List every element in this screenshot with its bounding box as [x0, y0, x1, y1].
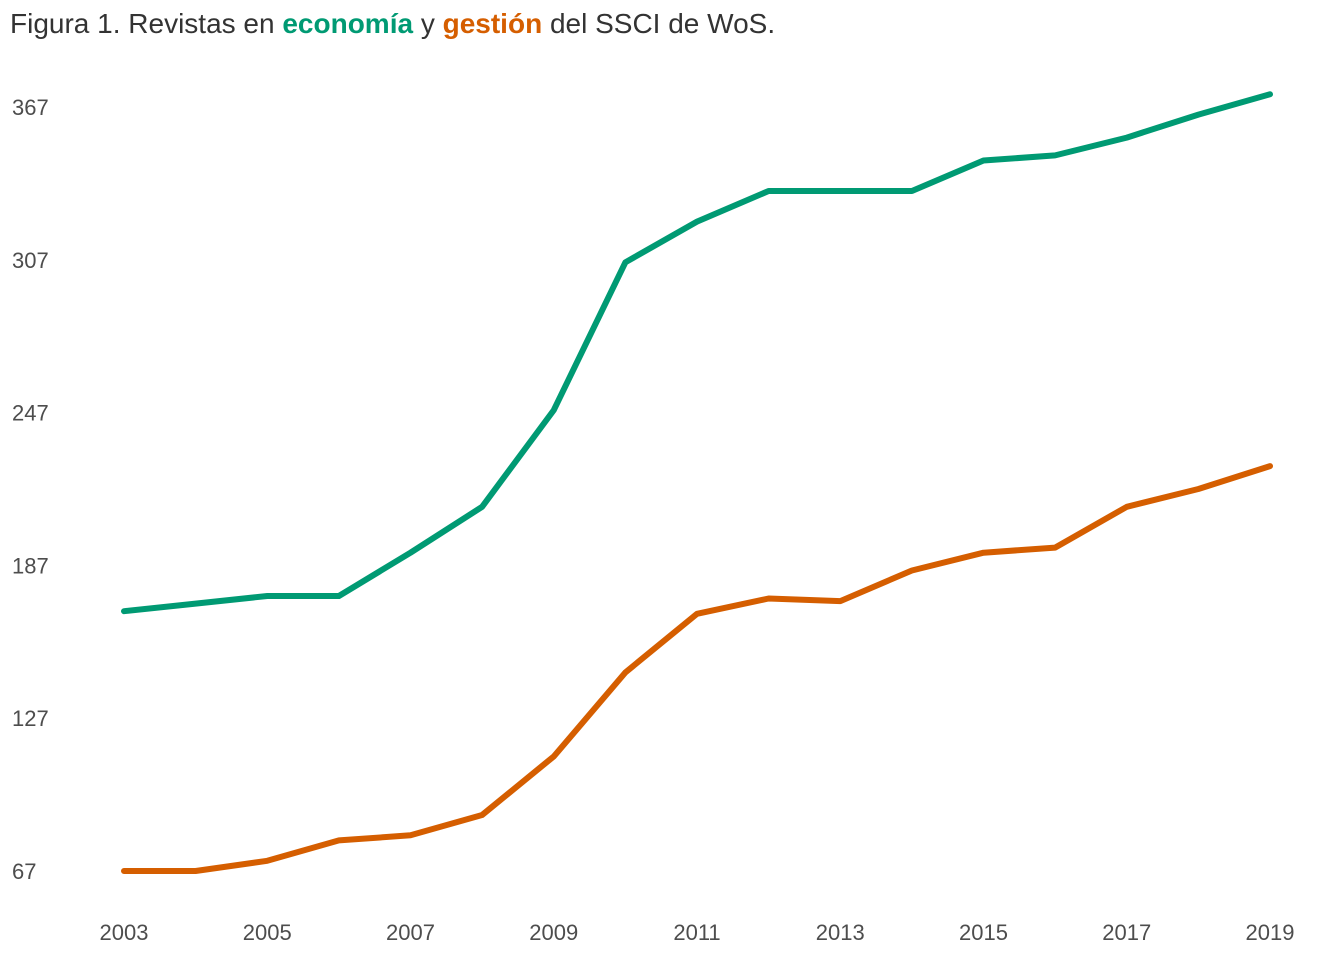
x-tick-label: 2019: [1246, 920, 1295, 945]
x-tick-label: 2007: [386, 920, 435, 945]
x-tick-label: 2003: [100, 920, 149, 945]
y-tick-label: 67: [12, 859, 36, 884]
y-axis-ticks: 67 127 187 247 307 367: [12, 95, 49, 884]
title-suffix: del SSCI de WoS.: [542, 8, 776, 39]
y-tick-label: 127: [12, 706, 49, 731]
x-tick-label: 2015: [959, 920, 1008, 945]
chart-title: Figura 1. Revistas en economía y gestión…: [10, 8, 775, 40]
title-conj: y: [413, 8, 443, 39]
series-line-economia: [121, 91, 1273, 615]
series-line-gestion: [121, 463, 1273, 874]
x-tick-label: 2013: [816, 920, 865, 945]
x-tick-label: 2009: [529, 920, 578, 945]
x-axis-ticks: 2003 2005 2007 2009 2011 2013 2015 2017 2019: [100, 920, 1295, 945]
y-tick-label: 247: [12, 401, 49, 426]
title-economia: economía: [282, 8, 414, 39]
y-tick-label: 367: [12, 95, 49, 120]
x-tick-label: 2005: [243, 920, 292, 945]
series-lines: [121, 91, 1273, 874]
x-tick-label: 2017: [1102, 920, 1151, 945]
y-tick-label: 187: [12, 553, 49, 578]
title-gestion: gestión: [442, 8, 543, 39]
title-prefix: Figura 1. Revistas en: [10, 8, 283, 39]
x-tick-label: 2011: [673, 920, 720, 945]
y-tick-label: 307: [12, 248, 49, 273]
